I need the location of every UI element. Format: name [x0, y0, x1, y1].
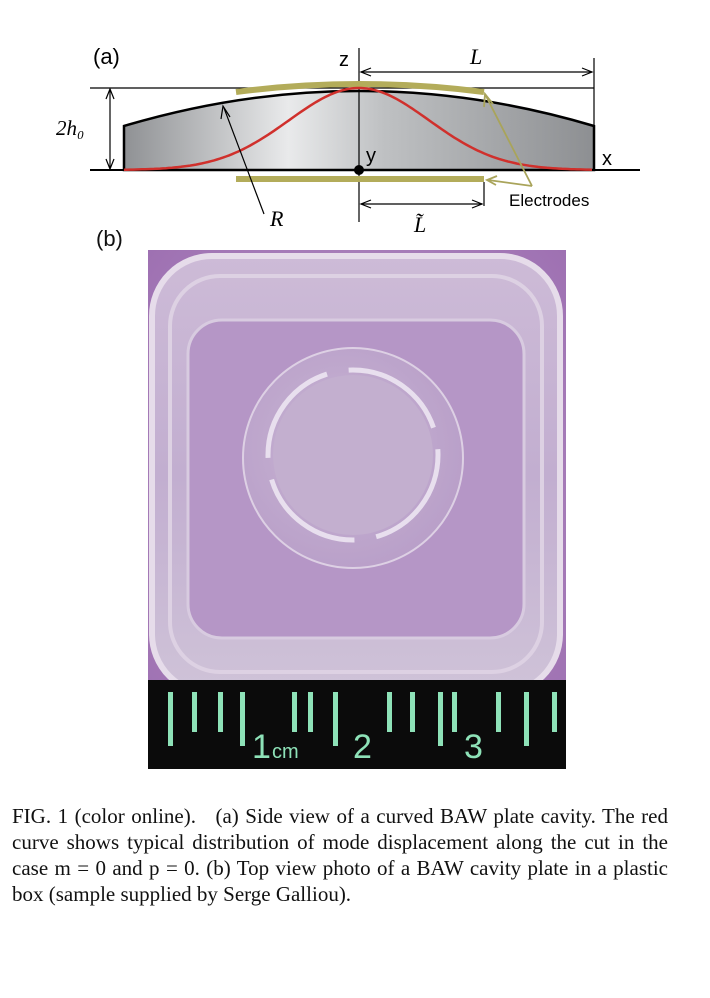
thickness-arrowhead-top: [105, 87, 115, 100]
ruler-tick: [308, 692, 313, 732]
ruler-tick: [410, 692, 415, 732]
caption-text: FIG. 1 (color online). (a) Side view of …: [12, 804, 674, 906]
ruler-tick: [387, 692, 392, 732]
cavity-plate-center: [273, 375, 433, 535]
ruler-tick: [168, 692, 173, 746]
length-label: L: [469, 44, 482, 69]
radius-arrowhead: [220, 104, 231, 120]
bottom-electrode: [236, 176, 484, 182]
cavity-plate-inner-ring: [265, 367, 441, 543]
figure-caption: FIG. 1 (color online). (a) Side view of …: [12, 803, 668, 907]
panel-b-label: (b): [96, 226, 123, 251]
ruler-number-3: 3: [464, 728, 483, 766]
top-electrode: [235, 81, 485, 95]
baw-cavity-photo: 1 cm 2 3: [148, 250, 566, 769]
electrode-pointer-top: [485, 95, 533, 187]
ruler-tick: [333, 692, 338, 746]
origin-point: [354, 165, 364, 175]
length-arrowhead-left: [359, 67, 372, 77]
radius-arrow: [223, 107, 265, 215]
ruler-tick: [240, 692, 245, 746]
electrode-length-arrowhead-left: [359, 199, 372, 209]
electrode-pointer-bottom-head: [484, 175, 498, 186]
ruler-tick: [496, 692, 501, 732]
ruler-number-1: 1: [252, 728, 271, 766]
ruler-ticks: [168, 692, 557, 746]
electrode-length-arrowhead-right: [471, 199, 484, 209]
electrode-pointer-top-head: [483, 91, 494, 108]
length-arrowhead-right: [581, 67, 594, 77]
panel-a-diagram: (a) 2h₀ L L̃ R z y x Electrodes: [56, 44, 640, 237]
thickness-label: 2h₀: [56, 116, 84, 140]
radius-label: R: [269, 206, 284, 231]
plastic-box-rim: [168, 274, 544, 674]
ruler-tick: [524, 692, 529, 746]
ruler-tick: [218, 692, 223, 732]
ruler-tick: [192, 692, 197, 732]
electrode-pointer-bottom: [487, 179, 533, 187]
electrode-length-label: L̃: [413, 212, 426, 237]
mode-displacement-curve: [124, 86, 593, 171]
ruler-tick: [438, 692, 443, 746]
thickness-arrowhead-bottom: [105, 158, 115, 171]
ruler-tick: [452, 692, 457, 732]
x-axis-label: x: [602, 148, 612, 170]
ruler-unit: cm: [272, 741, 299, 763]
ruler-tick: [292, 692, 297, 732]
electrodes-label: Electrodes: [509, 191, 589, 210]
ruler-tick: [552, 692, 557, 732]
z-axis-label: z: [339, 49, 349, 71]
ruler-number-2: 2: [353, 728, 372, 766]
panel-a-label: (a): [93, 44, 120, 69]
y-axis-label: y: [366, 145, 376, 167]
